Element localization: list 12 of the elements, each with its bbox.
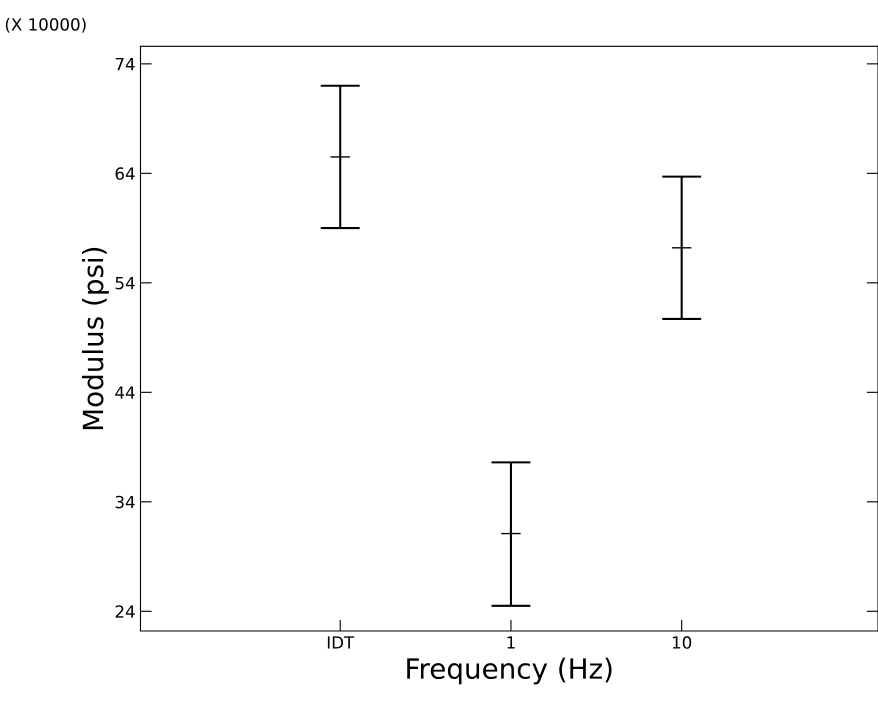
y-axis-title: Modulus (psi) [82,248,109,430]
y-tick-label: 44 [115,386,135,399]
y-tick-label: 34 [116,496,135,508]
y-tick-label: 74 [116,58,135,70]
x-axis-title: Frequency (Hz) [407,658,612,684]
x-tick-label: IDT [328,636,354,649]
y-tick-label: 24 [116,605,135,618]
text: (X 10000) [6,18,86,33]
y-tick-label: 54 [116,277,135,290]
x-tick-label: 1 [507,636,515,649]
x-tick-label: 10 [672,636,692,649]
y-tick-label: 64 [116,167,135,180]
